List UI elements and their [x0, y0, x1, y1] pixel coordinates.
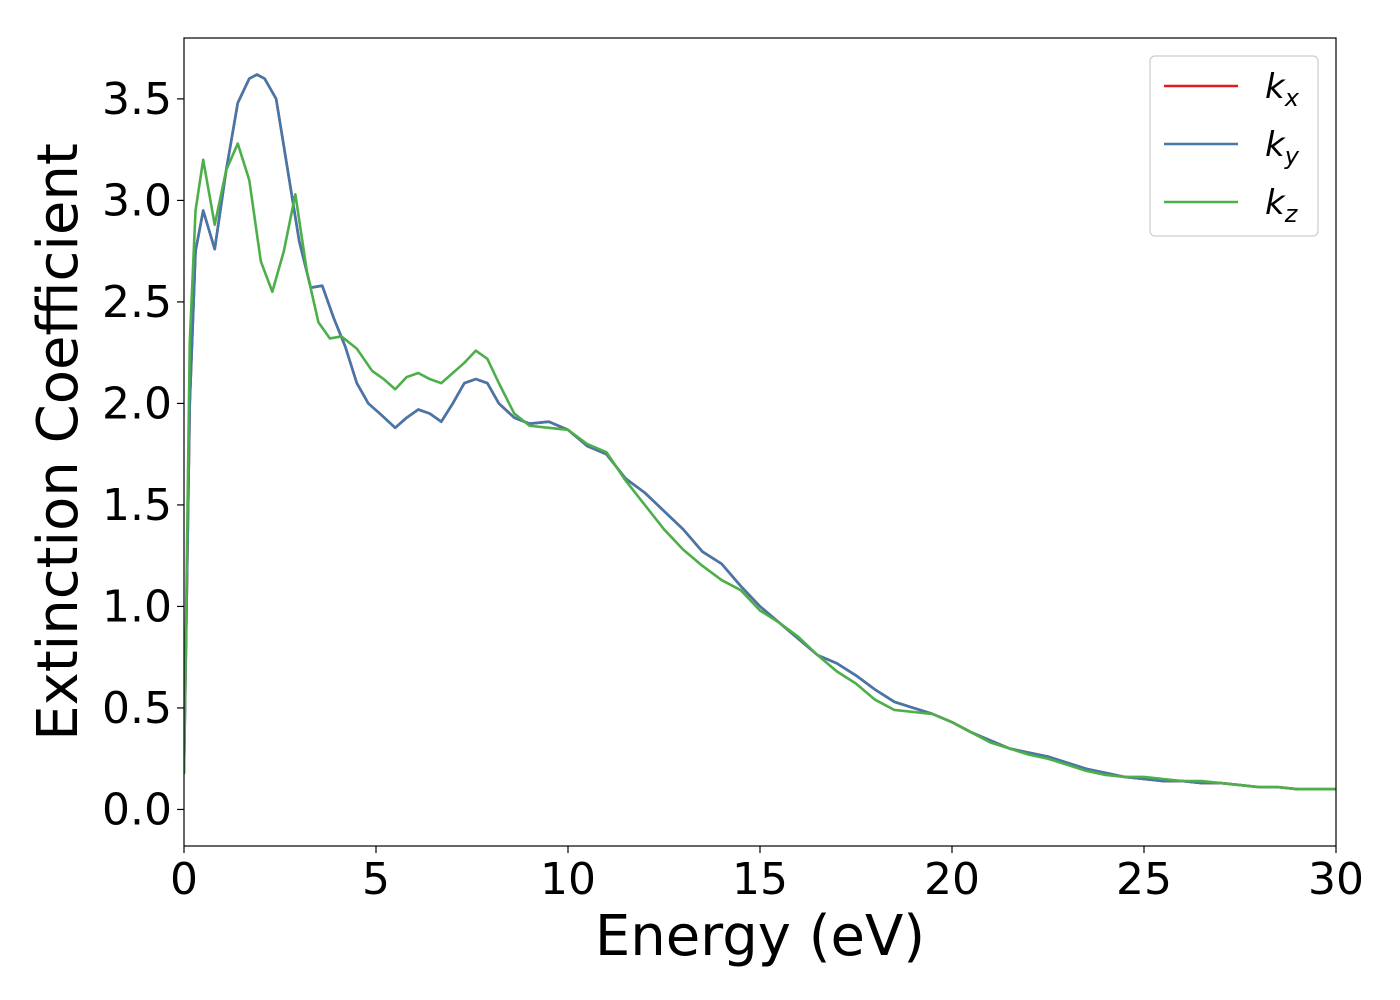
- y-tick-label: 3.5: [102, 74, 172, 125]
- legend-box: [1149, 55, 1319, 237]
- series-line-kz: [184, 142, 1336, 791]
- x-axis: 0 5 10 15 20 25 30: [170, 846, 1364, 905]
- legend: kx ky kz: [1149, 55, 1319, 237]
- x-tick-label: 30: [1308, 854, 1364, 905]
- x-tick-label: 0: [170, 854, 198, 905]
- x-tick-label: 10: [540, 854, 596, 905]
- y-tick-label: 1.5: [102, 480, 172, 531]
- y-tick-label: 3.0: [102, 175, 172, 226]
- legend-label-kz: kz: [1265, 183, 1299, 228]
- series-line-ky: [184, 73, 1336, 791]
- series-layer: [184, 73, 1336, 791]
- x-tick-label: 5: [362, 854, 390, 905]
- y-tick-label: 1.0: [102, 581, 172, 632]
- y-tick-label: 2.0: [102, 378, 172, 429]
- legend-label-kx: kx: [1265, 67, 1300, 112]
- y-axis: 0.0 0.5 1.0 1.5 2.0 2.5 3.0 3.5: [102, 74, 184, 835]
- x-axis-title: Energy (eV): [595, 904, 925, 969]
- legend-label-ky: ky: [1265, 125, 1300, 170]
- y-axis-title: Extinction Coefficient: [26, 143, 91, 741]
- y-tick-label: 0.0: [102, 784, 172, 835]
- x-tick-label: 25: [1116, 854, 1172, 905]
- x-tick-label: 20: [924, 854, 980, 905]
- y-tick-label: 0.5: [102, 683, 172, 734]
- y-tick-label: 2.5: [102, 277, 172, 328]
- x-tick-label: 15: [732, 854, 788, 905]
